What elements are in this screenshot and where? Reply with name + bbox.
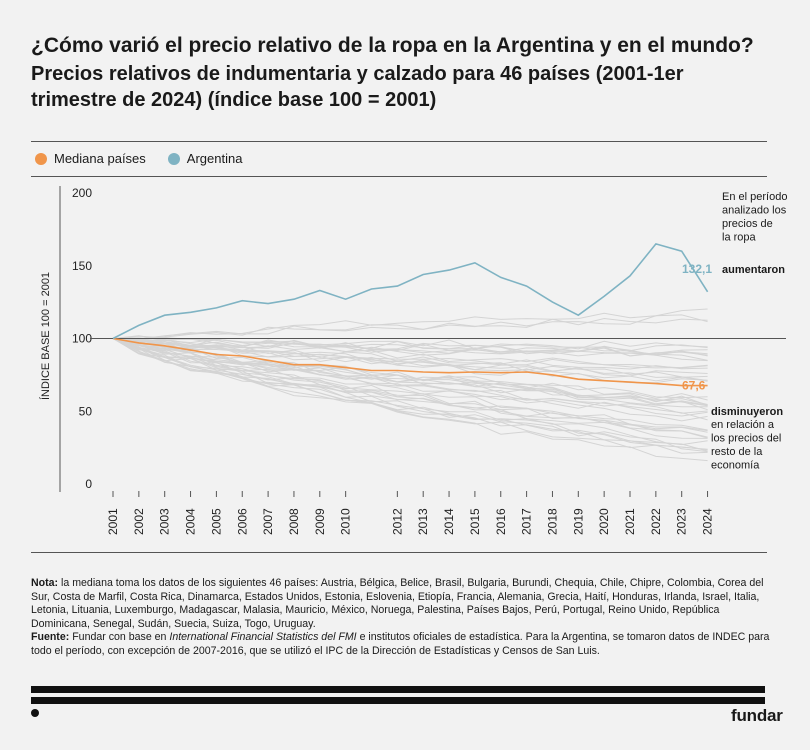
y-tick-label: 100 [72,332,92,346]
x-tick-label: 2023 [675,508,689,535]
x-tick-label: 2022 [649,508,663,535]
annotation-down-line: en relación a [711,419,775,431]
country-line [112,314,708,341]
legend-item-mediana: Mediana países [35,151,146,166]
y-tick-label: 150 [72,259,92,273]
country-line [112,308,708,340]
series-line-argentina [112,242,709,340]
y-tick-label: 50 [79,404,93,418]
annotation-down-line: economía [711,460,760,472]
country-line [112,338,708,432]
legend-swatch-mediana [35,152,47,165]
top-divider [31,141,767,142]
line-chart: ÍNDICE BASE 100 = 2001 0 50 100 150 200 2001 2… [39,186,787,535]
country-line [112,338,708,433]
source-text-italic: International Financial Statistics del F… [169,631,357,644]
x-tick-label: 2019 [571,508,585,535]
note-label: Nota: [31,577,59,589]
annotation-down-line: los precios del [711,433,781,445]
annotation-intro-line: la ropa [722,232,757,244]
series-line-mediana [112,337,708,387]
country-line [112,338,708,406]
country-line [112,338,708,357]
y-axis-label: ÍNDICE BASE 100 = 2001 [39,272,52,400]
x-tick-label: 2004 [184,508,198,535]
country-line [112,337,708,352]
country-line [112,338,708,421]
country-line [112,338,708,417]
annotation-up: aumentaron [722,264,785,276]
x-tick-label: 2006 [235,508,249,535]
legend-label-mediana: Mediana países [54,151,146,166]
source-text-pre: Fundar con base en [69,631,170,644]
x-tick-label: 2001 [106,508,120,535]
x-tick-label: 2005 [209,508,223,535]
x-tick-label: 2020 [597,508,611,535]
country-line [112,338,708,454]
source-text-post: e institutos oficiales de estadística. P… [31,631,770,657]
annotation-intro-line: analizado los [722,205,787,217]
footer-dot [31,709,39,717]
x-tick-label: 2007 [261,508,275,535]
x-tick-label: 2015 [468,508,482,535]
annotation-down: disminuyeron [711,406,783,418]
notes-block: Nota: la mediana toma los datos de los s… [31,577,776,659]
x-tick-label: 2017 [520,508,534,535]
chart-title: ¿Cómo varió el precio relativo de la rop… [31,34,754,57]
source-label: Fuente: [31,631,70,644]
x-tick-label: 2016 [494,508,508,535]
note-paragraph: Nota: la mediana toma los datos de los s… [31,577,776,631]
x-tick-label: 2012 [390,508,404,535]
country-line [112,338,708,411]
legend-swatch-argentina [167,152,180,165]
end-label-mediana: 67,6 [682,379,706,393]
x-tick-label: 2014 [442,508,456,535]
legend-label-argentina: Argentina [186,151,243,166]
country-line [112,338,708,446]
country-line [112,338,708,462]
country-line [112,317,708,340]
footer-bar-2 [31,697,765,704]
legend-divider [31,176,767,177]
x-tick-label: 2003 [158,508,172,535]
country-line [112,338,708,382]
end-label-argentina: 132,1 [682,262,712,276]
country-line [112,338,708,399]
annotation-intro-line: En el período [722,191,787,203]
x-tick-label: 2002 [132,508,146,535]
country-line [112,338,708,453]
y-tick-label: 0 [85,477,92,491]
x-tick-label: 2008 [287,508,301,535]
brand-logo: fundar [731,706,783,725]
source-paragraph: Fuente: Fundar con base en International… [31,631,776,658]
x-tick-label: 2018 [545,508,559,535]
footer-bar-1 [31,686,765,693]
x-tick-label: 2009 [313,508,327,535]
legend: Mediana países Argentina [35,151,264,166]
chart-subtitle: Precios relativos de indumentaria y calz… [31,63,684,111]
country-line [112,338,708,369]
country-line [112,338,708,369]
annotation-down-line: resto de la [711,446,763,458]
note-text: la mediana toma los datos de los siguien… [31,577,764,630]
legend-item-argentina: Argentina [167,151,243,166]
country-line [112,337,708,357]
x-tick-label: 2010 [339,508,353,535]
x-tick-label: 2021 [623,508,637,535]
y-tick-label: 200 [72,186,92,200]
x-tick-label: 2024 [701,508,715,535]
bottom-divider [31,552,767,553]
annotation-intro-line: precios de [722,218,773,230]
x-tick-label: 2013 [416,508,430,535]
